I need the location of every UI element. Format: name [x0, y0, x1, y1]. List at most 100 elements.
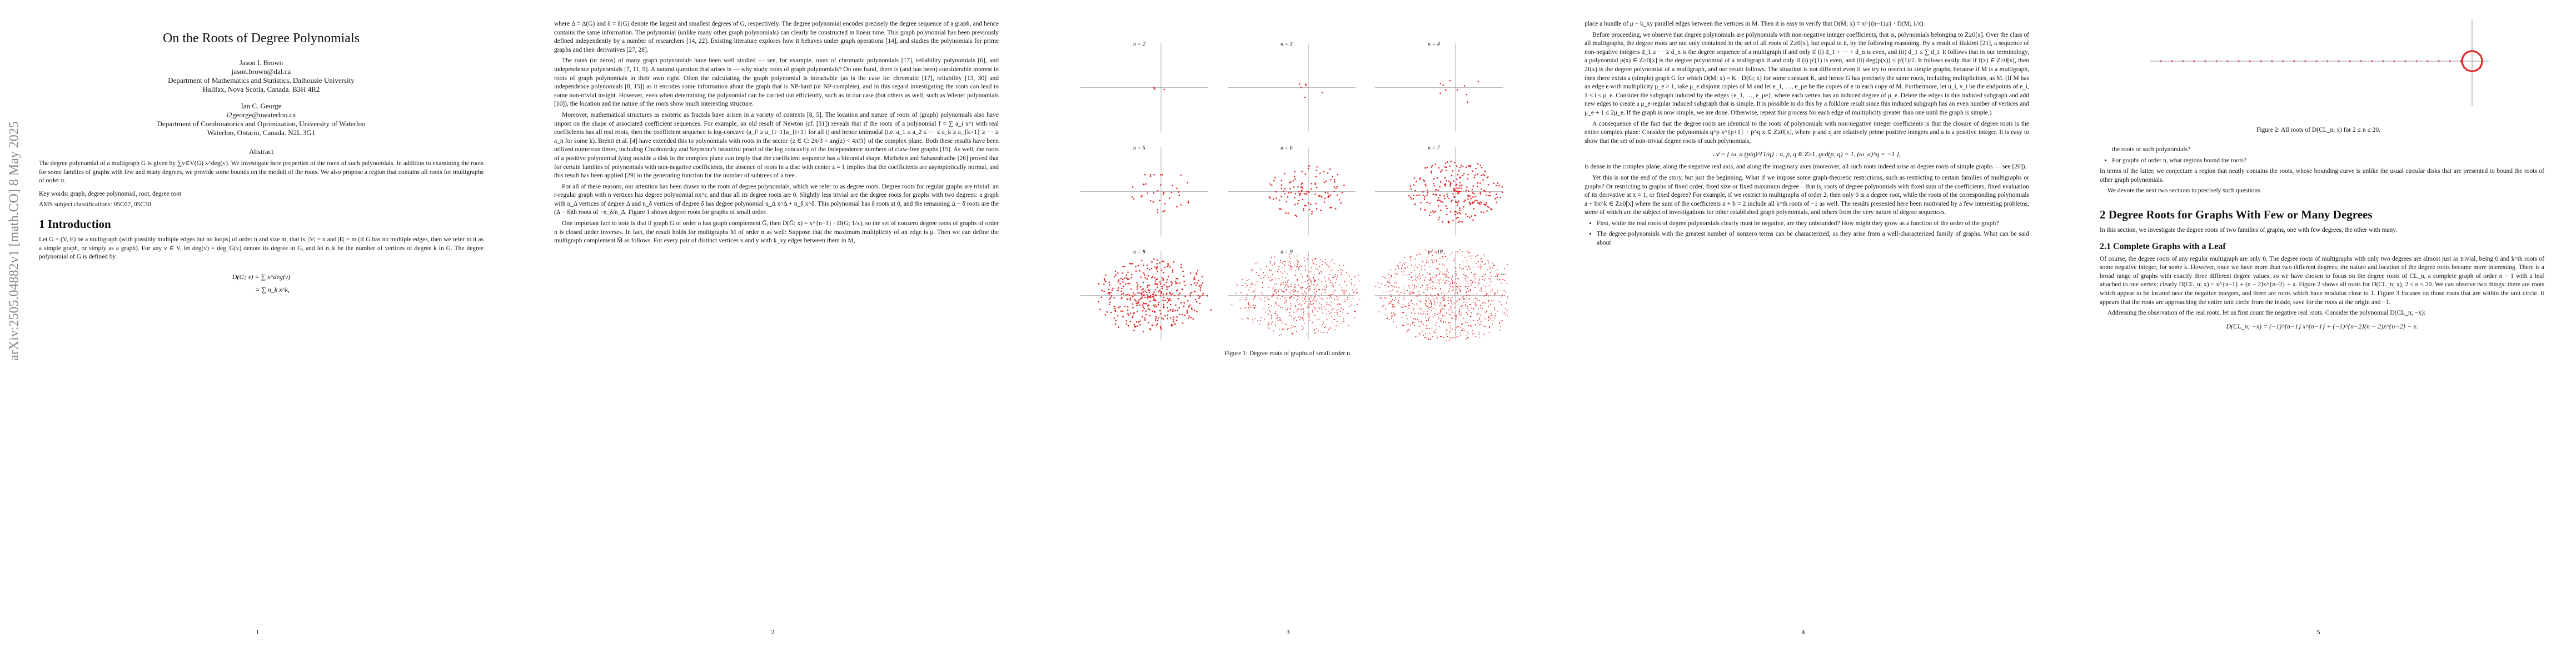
- root-point: [1398, 266, 1399, 267]
- root-point: [1410, 260, 1412, 261]
- root-point: [1153, 304, 1155, 306]
- root-point: [1294, 287, 1296, 288]
- root-point: [1484, 263, 1486, 265]
- root-point: [1135, 302, 1137, 305]
- root-point: [1168, 276, 1169, 277]
- root-point: [1439, 271, 1441, 273]
- root-point: [1435, 325, 1437, 326]
- root-point: [1403, 325, 1404, 326]
- root-point: [1182, 271, 1184, 272]
- root-point: [1468, 310, 1469, 311]
- root-point: [1313, 274, 1315, 276]
- root-point: [1450, 322, 1451, 323]
- root-point: [1482, 285, 1484, 287]
- root-point: [1451, 290, 1453, 291]
- root-point: [1283, 261, 1285, 262]
- root-point: [1309, 303, 1311, 304]
- root-point: [1301, 266, 1303, 267]
- root-point: [1391, 318, 1392, 319]
- root-point: [1147, 286, 1148, 288]
- root-point: [1467, 173, 1469, 176]
- root-point: [1392, 299, 1393, 300]
- root-point: [1268, 304, 1269, 305]
- root-point: [1142, 264, 1144, 266]
- root-point: [1486, 310, 1487, 312]
- root-point: [1403, 263, 1405, 265]
- root-point: [1195, 272, 1197, 274]
- root-point: [1298, 191, 1300, 193]
- root-point: [2438, 60, 2440, 62]
- root-point: [1424, 167, 1426, 169]
- root-point: [1305, 268, 1307, 270]
- root-point: [2465, 68, 2467, 69]
- root-point: [1395, 313, 1396, 315]
- root-point: [1113, 317, 1115, 319]
- root-point: [1453, 260, 1455, 261]
- root-point: [1328, 266, 1329, 268]
- root-point: [1351, 304, 1352, 306]
- ams-classification: AMS subject classifications: 05C07, 05C3…: [39, 201, 151, 208]
- root-point: [1169, 291, 1171, 293]
- root-point: [1439, 82, 1442, 84]
- root-point: [1461, 255, 1463, 257]
- root-point: [1409, 257, 1411, 258]
- root-point: [1343, 293, 1344, 295]
- root-point: [1150, 200, 1152, 202]
- root-point: [1330, 328, 1332, 330]
- root-point: [1318, 295, 1320, 297]
- root-point: [1472, 170, 1473, 172]
- root-point: [1485, 203, 1487, 205]
- root-point: [1442, 84, 1444, 86]
- root-point: [1236, 283, 1238, 284]
- root-point: [1473, 192, 1475, 195]
- root-point: [1268, 322, 1269, 323]
- root-point: [1444, 305, 1446, 306]
- root-point: [1483, 190, 1485, 191]
- root-point: [1332, 176, 1334, 178]
- root-point: [1289, 182, 1291, 183]
- root-point: [1449, 254, 1451, 255]
- root-point: [1306, 333, 1308, 335]
- root-point: [1240, 292, 1242, 293]
- root-point: [1464, 199, 1466, 201]
- root-point: [1147, 308, 1149, 310]
- root-point: [1190, 284, 1192, 286]
- root-point: [1266, 296, 1268, 298]
- root-point: [1484, 170, 1486, 172]
- root-point: [1472, 294, 1474, 296]
- page-1: arXiv:2505.04882v1 [math.CO] 8 May 2025 …: [0, 0, 515, 667]
- root-point: [1122, 278, 1124, 281]
- root-point: [1424, 269, 1426, 271]
- root-point: [1286, 273, 1288, 275]
- root-point: [1453, 286, 1454, 288]
- root-point: [1331, 270, 1332, 271]
- root-point: [2467, 52, 2468, 54]
- root-point: [1446, 271, 1448, 272]
- root-point: [1287, 308, 1288, 310]
- root-point: [1419, 309, 1421, 311]
- root-point: [1169, 197, 1170, 199]
- root-point: [1448, 313, 1450, 315]
- root-point: [1142, 310, 1144, 312]
- root-point: [1291, 267, 1293, 268]
- root-point: [1452, 170, 1454, 172]
- root-point: [1469, 195, 1471, 197]
- root-point: [1462, 175, 1464, 177]
- root-point: [1497, 182, 1499, 184]
- root-point: [1280, 318, 1282, 320]
- root-point: [1289, 255, 1291, 257]
- root-point: [1170, 294, 1172, 296]
- root-point: [1409, 196, 1412, 198]
- root-point: [1458, 298, 1460, 300]
- root-point: [1331, 297, 1332, 298]
- root-point: [1428, 298, 1429, 299]
- root-point: [1300, 309, 1302, 311]
- root-point: [1390, 303, 1392, 305]
- root-point: [1435, 252, 1437, 253]
- root-point: [1466, 335, 1467, 337]
- root-point: [1389, 290, 1391, 292]
- root-point: [1437, 199, 1439, 201]
- root-point: [1145, 303, 1147, 305]
- root-point: [1504, 268, 1505, 270]
- root-point: [1297, 280, 1298, 281]
